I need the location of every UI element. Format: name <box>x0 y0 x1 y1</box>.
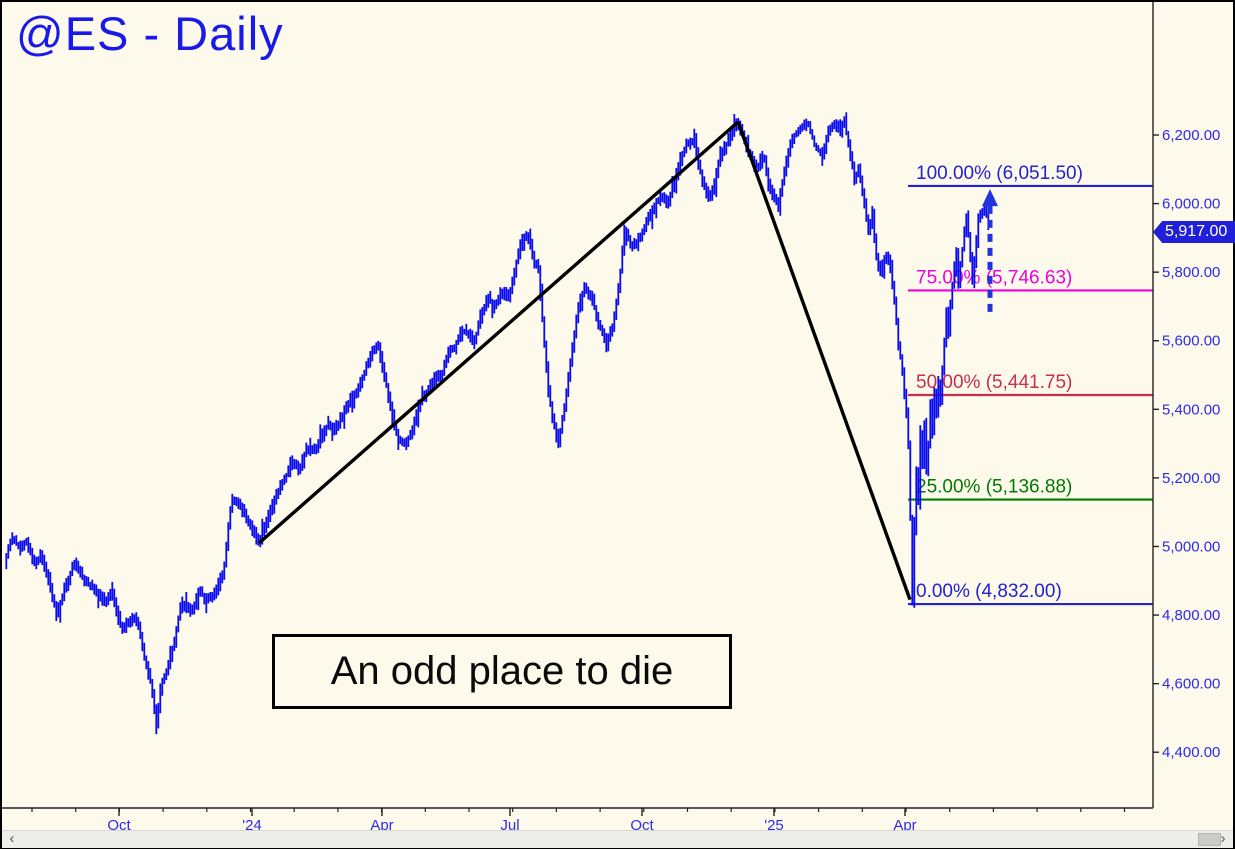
x-axis-label: Oct <box>630 817 654 834</box>
annotation-text: An odd place to die <box>330 649 674 693</box>
trendline <box>257 120 740 545</box>
y-axis-label: 5,200.00 <box>1162 470 1220 487</box>
y-axis-label: 5,000.00 <box>1162 538 1220 555</box>
y-axis-label: 5,400.00 <box>1162 401 1220 418</box>
y-axis-label: 4,600.00 <box>1162 676 1220 693</box>
x-axis-label: Oct <box>107 817 131 834</box>
x-axis-label: Apr <box>370 817 393 834</box>
fib-level-label: 25.00% (5,136.88) <box>916 477 1072 498</box>
y-axis-label: 5,600.00 <box>1162 333 1220 350</box>
fib-level-label: 50.00% (5,441.75) <box>916 372 1072 393</box>
fib-level-label: 0.00% (4,832.00) <box>916 581 1062 602</box>
scroll-right-arrow-icon[interactable]: › <box>1220 830 1226 847</box>
trendline <box>736 121 912 601</box>
fib-level-label: 100.00% (6,051.50) <box>916 163 1083 184</box>
x-axis-label: Jul <box>500 817 519 834</box>
scroll-left-arrow-icon[interactable]: ‹ <box>9 830 15 847</box>
y-axis-label: 5,800.00 <box>1162 264 1220 281</box>
x-axis-label: '24 <box>242 817 262 834</box>
y-axis-label: 6,000.00 <box>1162 196 1220 213</box>
x-axis-label: '25 <box>764 817 784 834</box>
horizontal-scrollbar[interactable]: ‹ › <box>2 830 1233 848</box>
last-price-badge: 5,917.00 <box>1153 221 1235 243</box>
up-arrow-head-icon <box>982 189 998 207</box>
annotation-box: An odd place to die <box>272 634 732 709</box>
price-bars <box>5 112 990 735</box>
y-axis-label: 4,400.00 <box>1162 744 1220 761</box>
x-axis-label: Apr <box>893 817 916 834</box>
y-axis-label: 6,200.00 <box>1162 127 1220 144</box>
scrollbar-thumb[interactable] <box>1198 833 1221 846</box>
chart-title: @ES - Daily <box>16 7 284 60</box>
y-axis-label: 4,800.00 <box>1162 607 1220 624</box>
fib-level-label: 75.00% (5,746.63) <box>916 267 1072 288</box>
